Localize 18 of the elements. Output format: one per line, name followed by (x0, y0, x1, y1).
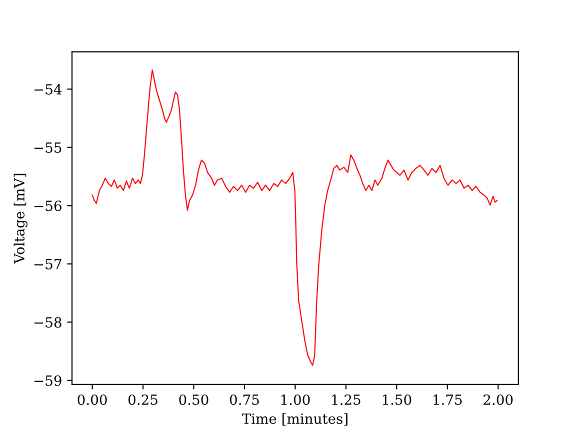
y-axis-title: Voltage [mV] (14, 174, 28, 264)
y-tick-label: −55 (34, 142, 62, 153)
x-tick-label: 1.00 (281, 394, 310, 405)
y-tick-label: −57 (34, 259, 62, 270)
x-tick-label: 0.75 (230, 394, 259, 405)
y-tick-label: −58 (34, 317, 62, 328)
line-series (92, 69, 498, 366)
y-tick-label: −54 (34, 84, 62, 95)
y-tick-label: −56 (34, 200, 62, 212)
x-axis-title: Time [minutes] (242, 413, 348, 426)
x-tick-label: 1.25 (332, 394, 360, 405)
x-tick-label: 2.00 (484, 394, 513, 405)
x-tick-label: 1.50 (382, 394, 412, 405)
x-tick-label: 0.50 (179, 394, 208, 405)
y-tick-label: −59 (34, 375, 62, 386)
x-tick-label: 0.25 (128, 394, 158, 405)
x-tick-label: 1.75 (434, 394, 462, 405)
x-tick-label: 0.00 (78, 394, 107, 405)
